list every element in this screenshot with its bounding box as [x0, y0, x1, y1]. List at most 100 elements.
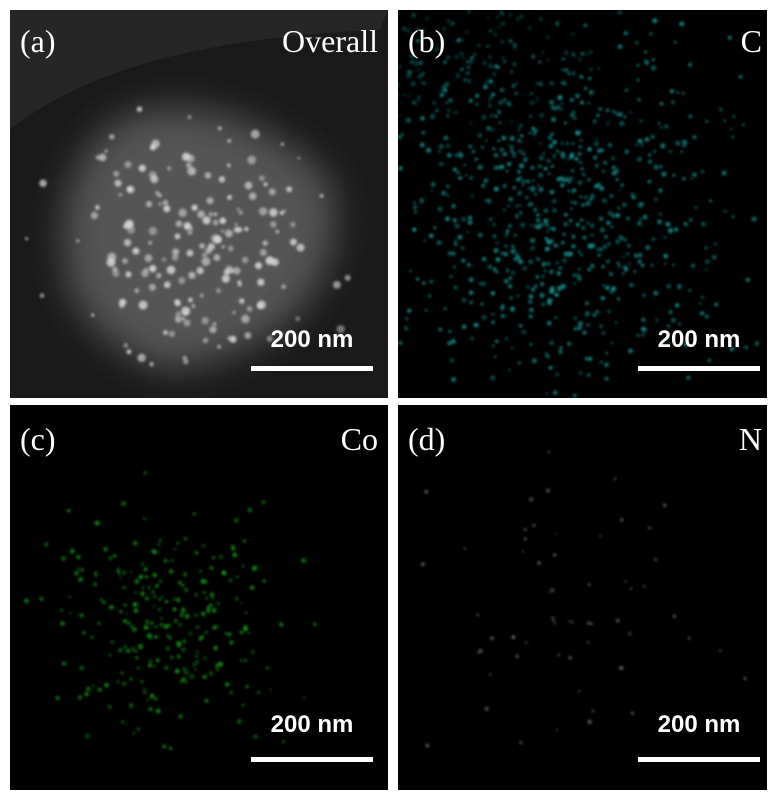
dot: [472, 52, 476, 56]
dot: [143, 517, 146, 520]
dot: [679, 21, 684, 26]
dot: [581, 167, 584, 170]
dot: [565, 68, 569, 72]
dot: [419, 198, 424, 203]
dot: [153, 595, 157, 599]
dot: [529, 308, 534, 313]
dot: [444, 84, 448, 88]
dot: [446, 56, 450, 60]
dot: [641, 318, 646, 323]
dot: [91, 212, 98, 219]
dot: [402, 27, 406, 31]
dot: [592, 313, 596, 317]
dot: [457, 171, 460, 174]
dot: [528, 187, 530, 189]
dot: [466, 71, 470, 75]
dot: [510, 136, 515, 141]
dot: [513, 47, 516, 50]
dot: [158, 598, 161, 601]
dot: [486, 126, 490, 130]
dot: [547, 298, 552, 303]
dot: [732, 215, 735, 218]
dot: [164, 281, 170, 287]
dot: [150, 362, 154, 366]
dot: [448, 98, 453, 103]
dot: [237, 719, 242, 724]
dot: [135, 591, 137, 593]
dot: [200, 579, 205, 584]
dot: [477, 44, 480, 47]
dot: [625, 150, 629, 154]
dot: [581, 203, 585, 207]
dot: [182, 317, 185, 320]
dot: [182, 639, 186, 643]
dot: [177, 641, 182, 646]
dot: [132, 248, 139, 255]
dot: [137, 666, 140, 669]
dot: [554, 623, 556, 625]
dot: [592, 709, 595, 712]
dot: [416, 104, 418, 106]
dot: [444, 307, 447, 310]
dot: [539, 17, 543, 21]
dot: [200, 294, 204, 298]
dot: [546, 355, 550, 359]
dot: [582, 330, 586, 334]
dot: [573, 116, 577, 120]
dot: [145, 596, 149, 600]
dot: [700, 311, 704, 315]
dot: [627, 244, 631, 248]
dot: [163, 200, 169, 206]
dot: [519, 211, 522, 214]
dot: [556, 177, 561, 182]
dot: [547, 159, 551, 163]
dot: [169, 331, 175, 337]
dot: [611, 342, 614, 345]
dot: [178, 581, 182, 585]
dot: [671, 318, 676, 323]
dot: [333, 281, 341, 289]
dot: [578, 180, 582, 184]
dot: [125, 220, 134, 229]
dot: [491, 321, 494, 324]
dot: [755, 341, 760, 346]
dot: [677, 91, 680, 94]
dot: [584, 196, 588, 200]
dot: [654, 198, 657, 201]
dot: [125, 271, 131, 277]
dot: [546, 393, 548, 395]
dot: [489, 45, 492, 48]
dot: [143, 688, 146, 691]
dot: [581, 219, 583, 221]
dot: [392, 151, 396, 155]
dot: [212, 608, 217, 613]
dot: [680, 150, 683, 153]
dot: [82, 631, 86, 635]
dot: [487, 79, 490, 82]
dot: [110, 605, 114, 609]
dot: [290, 239, 297, 246]
dot: [485, 707, 489, 711]
dot: [118, 567, 121, 570]
dot: [509, 120, 512, 123]
dot: [559, 108, 562, 111]
dot: [628, 349, 633, 354]
dot: [90, 635, 94, 639]
dot: [570, 620, 573, 623]
dot: [516, 17, 520, 21]
dot: [485, 139, 488, 142]
dot: [490, 114, 493, 117]
dot: [567, 342, 571, 346]
dot: [731, 136, 733, 138]
dot: [94, 571, 97, 574]
dot: [481, 183, 485, 187]
dot: [474, 323, 479, 328]
dot: [547, 322, 550, 325]
dot: [227, 164, 231, 168]
dot: [229, 691, 233, 695]
dot: [414, 211, 417, 214]
dot: [588, 77, 591, 80]
dot: [144, 268, 148, 272]
dot: [578, 152, 582, 156]
dot: [417, 69, 420, 72]
